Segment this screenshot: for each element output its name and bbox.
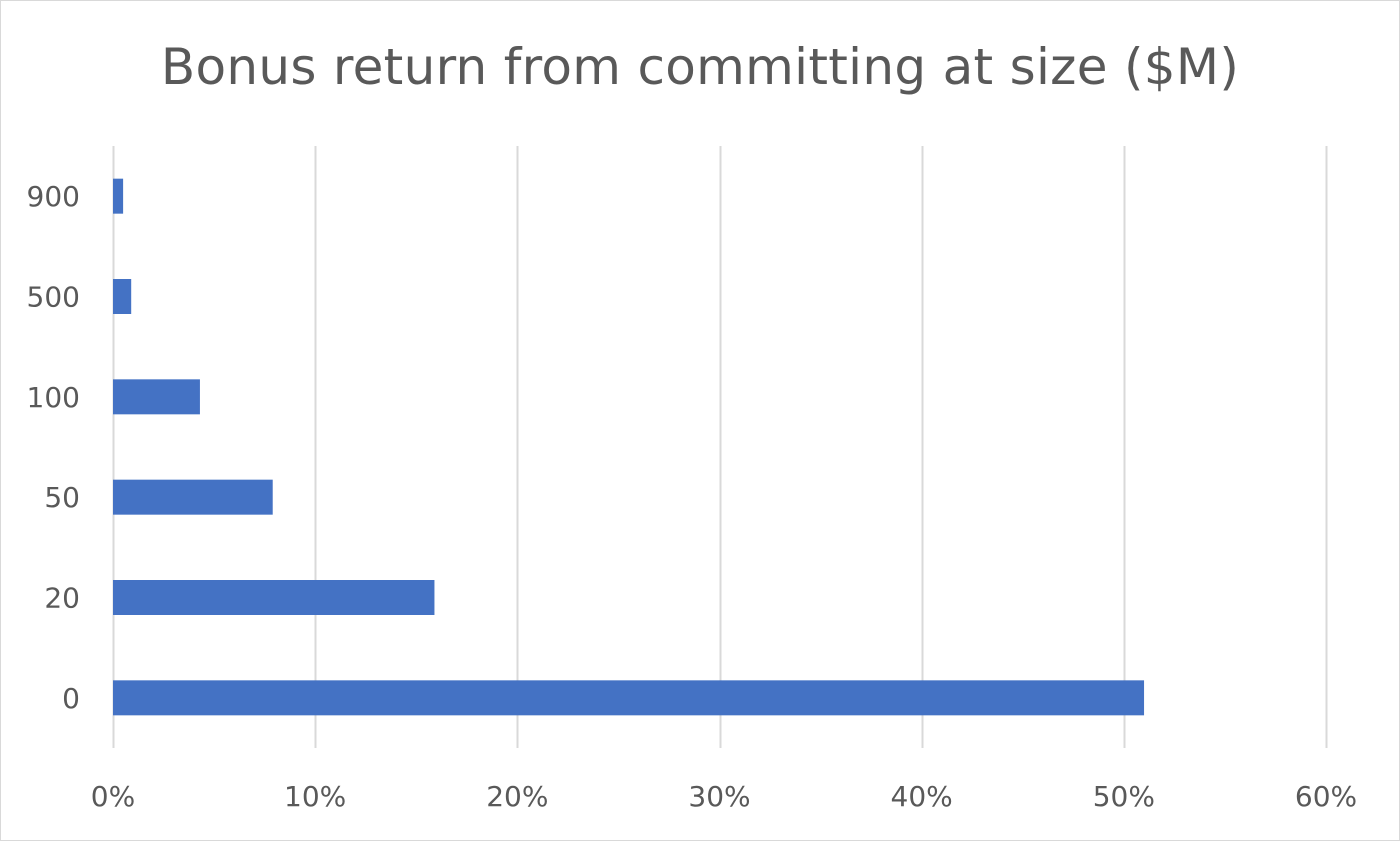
chart-title: Bonus return from committing at size ($M… xyxy=(160,38,1240,96)
bar-900 xyxy=(113,178,124,214)
x-tick-label: 0% xyxy=(91,780,135,813)
x-tick-label: 50% xyxy=(1093,780,1155,813)
x-axis-tick-labels: 0% 10% 20% 30% 40% 50% 60% xyxy=(91,780,1357,813)
bars xyxy=(113,178,1145,716)
y-tick-label: 900 xyxy=(27,180,80,213)
bar-50 xyxy=(113,479,273,515)
y-tick-label: 500 xyxy=(27,281,80,314)
y-tick-label: 50 xyxy=(44,481,80,514)
x-tick-label: 40% xyxy=(891,780,953,813)
x-tick-label: 10% xyxy=(284,780,346,813)
x-tick-label: 20% xyxy=(486,780,548,813)
bar-20 xyxy=(113,580,435,615)
bar-0 xyxy=(113,680,1145,716)
y-tick-label: 0 xyxy=(62,682,80,715)
bar-100 xyxy=(113,379,200,415)
bar-500 xyxy=(113,279,132,314)
y-tick-label: 100 xyxy=(27,381,80,414)
y-axis-tick-labels: 0 20 50 100 500 900 xyxy=(27,180,80,715)
y-tick-label: 20 xyxy=(44,582,80,615)
gridlines xyxy=(112,146,1328,748)
x-tick-label: 60% xyxy=(1295,780,1357,813)
x-tick-label: 30% xyxy=(688,780,750,813)
